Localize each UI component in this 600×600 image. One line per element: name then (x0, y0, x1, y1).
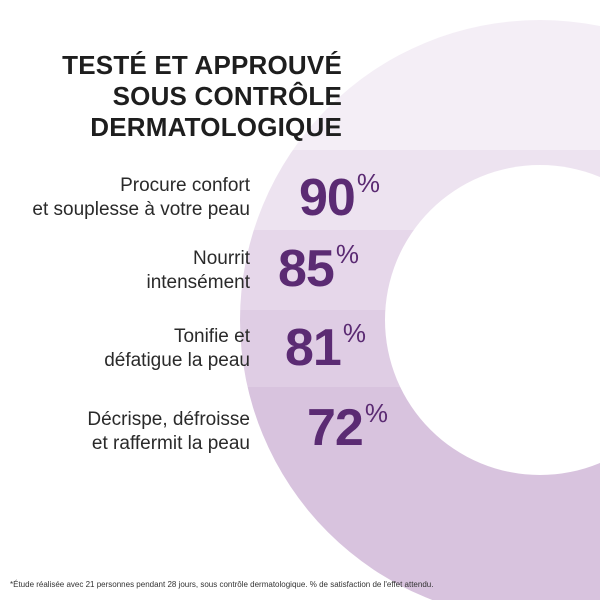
claim-label-line: intensément (146, 272, 250, 293)
percent-number: 81 (285, 319, 342, 377)
percent-sign: % (335, 239, 359, 269)
percent-sign: % (356, 168, 380, 198)
claim-label-tonifie: Tonifie et défatigue la peau (0, 325, 250, 373)
ring-band-4 (0, 387, 600, 600)
claim-label-line: et raffermit la peau (91, 433, 250, 454)
percent-number: 85 (278, 240, 335, 298)
percent-sign: % (342, 318, 366, 348)
claim-label-line: Nourrit (192, 248, 250, 269)
ring-band-2 (0, 230, 600, 310)
percent-value-nourrit: 85% (278, 240, 359, 298)
title-line-2: SOUS CONTRÔLE (112, 81, 342, 111)
claim-label-line: Tonifie et (173, 326, 250, 347)
page-title: TESTÉ ET APPROUVÉ SOUS CONTRÔLE DERMATOL… (2, 50, 342, 143)
claim-label-decrispe: Décrispe, défroisse et raffermit la peau (0, 408, 250, 456)
percent-number: 90 (299, 169, 356, 227)
claim-label-nourrit: Nourrit intensément (0, 247, 250, 295)
claim-label-line: et souplesse à votre peau (32, 199, 250, 220)
percent-number: 72 (307, 399, 364, 457)
ring-band-3 (0, 310, 600, 387)
percent-value-confort: 90% (299, 169, 380, 227)
percent-sign: % (364, 398, 388, 428)
claim-label-line: Décrispe, défroisse (87, 409, 250, 430)
claim-label-line: Procure confort (120, 175, 250, 196)
percent-value-decrispe: 72% (307, 399, 388, 457)
footnote: *Étude réalisée avec 21 personnes pendan… (10, 580, 434, 589)
claim-label-line: défatigue la peau (104, 350, 250, 371)
ring-band-1 (0, 150, 600, 230)
title-line-1: TESTÉ ET APPROUVÉ (62, 50, 342, 80)
percent-value-tonifie: 81% (285, 319, 366, 377)
claim-label-confort: Procure confort et souplesse à votre pea… (0, 174, 250, 222)
title-line-3: DERMATOLOGIQUE (90, 112, 342, 142)
